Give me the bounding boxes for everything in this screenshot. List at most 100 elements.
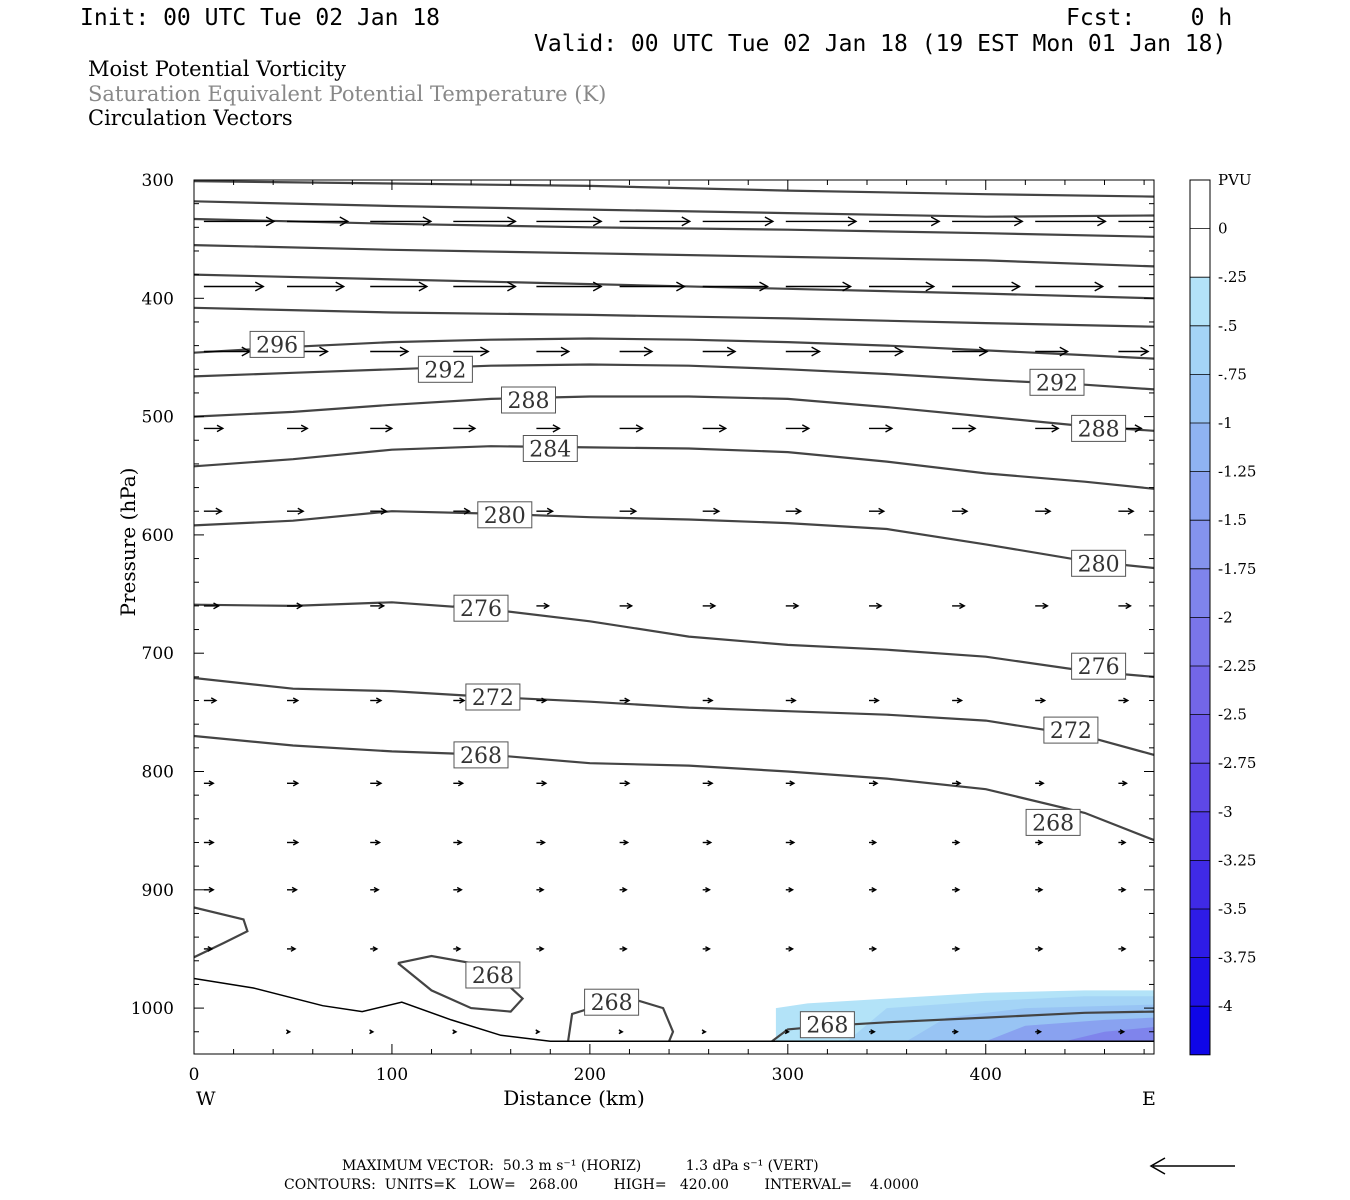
y-tick-label: 800 (142, 763, 174, 783)
colorbar-label: -2.25 (1218, 657, 1256, 675)
circulation-vector-head (1037, 886, 1044, 893)
x-end-label-west: W (196, 1088, 216, 1110)
contour-label: 268 (591, 991, 633, 1016)
colorbar-label: -3.75 (1218, 949, 1256, 967)
circulation-vector-head (623, 839, 630, 846)
circulation-vector-head (959, 602, 966, 610)
colorbar-label: -2.75 (1218, 754, 1256, 772)
circulation-vector-head (208, 780, 215, 787)
circulation-vector-head (894, 346, 905, 357)
circulation-vector-head (705, 946, 711, 952)
circulation-vector-head (1051, 424, 1060, 433)
circulation-vector-head (705, 886, 711, 893)
circulation-vector-head (709, 602, 717, 610)
contour-label-box (1025, 808, 1081, 836)
contour-label-box (584, 988, 640, 1016)
circulation-vector-head (457, 780, 465, 787)
contour-label: 272 (1050, 719, 1092, 744)
colorbar-cell (1190, 860, 1210, 909)
circulation-vector-head (1120, 886, 1127, 893)
circulation-vector-head (954, 886, 961, 893)
circulation-vector-head (764, 216, 775, 227)
contour-label-box (249, 330, 305, 358)
circulation-vector-head (372, 946, 379, 952)
contour-label-box (453, 741, 509, 769)
init-time: Init: 00 UTC Tue 02 Jan 18 (80, 5, 441, 31)
colorbar-label: -.5 (1218, 317, 1237, 335)
contour-label: 268 (806, 1014, 848, 1039)
circulation-vector-head (681, 216, 692, 227)
circulation-vector-head (459, 697, 466, 704)
contour-label: 292 (1036, 371, 1078, 396)
circulation-vector-head (374, 839, 382, 846)
max-vector-text: MAXIMUM VECTOR: 50.3 m s⁻¹ (HORIZ) 1.3 d… (342, 1158, 819, 1174)
circulation-vector-head (418, 281, 429, 292)
circulation-vector-head (1123, 697, 1130, 704)
circulation-vector-head (1097, 216, 1107, 227)
circulation-vector-head (718, 424, 728, 433)
circulation-vector-head (285, 1029, 292, 1035)
colorbar-cell (1190, 423, 1210, 472)
circulation-vector-head (1011, 281, 1022, 292)
circulation-vector-head (292, 839, 300, 846)
theta-es-contour-320 (194, 180, 1154, 198)
circulation-vector-head (538, 886, 545, 893)
circulation-vector-head (1181, 217, 1189, 226)
circulation-vector-head (968, 424, 977, 433)
circulation-vector-head (373, 886, 380, 893)
circulation-vector-head (207, 945, 214, 952)
colorbar-cell (1190, 811, 1210, 861)
circulation-vector-head (335, 281, 346, 292)
circulation-vector-head (375, 780, 383, 787)
colorbar-label: -1.75 (1218, 560, 1256, 578)
circulation-vector-head (339, 216, 350, 227)
circulation-vector-head (560, 346, 571, 357)
circulation-vector-head (925, 281, 936, 292)
circulation-vector-head (643, 346, 654, 357)
theta-es-closed-contour (771, 1010, 1154, 1043)
colorbar-label: -1 (1218, 414, 1233, 432)
circulation-vector-head (538, 946, 545, 952)
contour-label: 288 (508, 389, 550, 414)
colorbar-label: -.75 (1218, 365, 1247, 383)
circulation-vector-head (871, 839, 878, 846)
title-theta-es: Saturation Equivalent Potential Temperat… (88, 82, 607, 106)
contour-label-box (799, 1011, 855, 1039)
circulation-vector-head (811, 346, 822, 357)
contour-label-box (465, 961, 521, 989)
theta-es-contour-296 (194, 337, 1154, 360)
circulation-vector-head (792, 602, 800, 610)
contour-label: 268 (460, 744, 502, 769)
y-tick-label: 700 (142, 644, 174, 664)
theta-es-contour-288 (194, 395, 1154, 432)
circulation-vector-head (292, 780, 300, 787)
theta-es-closed-contour (397, 954, 525, 1013)
colorbar-label: -3.25 (1218, 851, 1256, 869)
colorbar-label: -2.5 (1218, 706, 1247, 724)
circulation-vector-head (707, 697, 714, 704)
theta-es-closed-contour (567, 999, 675, 1042)
circulation-vector-head (726, 346, 737, 357)
contour-label-box (522, 435, 578, 462)
circulation-vector-head (456, 839, 463, 846)
contours-info-text: CONTOURS: UNITS=K LOW= 268.00 HIGH= 420.… (284, 1177, 919, 1193)
circulation-vector-head (635, 424, 644, 433)
circulation-vector-head (930, 216, 941, 227)
title-pv: Moist Potential Vorticity (88, 57, 346, 81)
colorbar-cell (1190, 957, 1210, 1007)
circulation-vector-head (759, 281, 769, 292)
x-tick-label: 400 (970, 1065, 1002, 1085)
colorbar-label: -2 (1218, 608, 1233, 626)
colorbar-label: -3 (1218, 803, 1233, 821)
circulation-vector-head (292, 697, 300, 704)
circulation-vector-head (297, 507, 305, 515)
circulation-vector-head (618, 1029, 624, 1035)
theta-es-contour-308 (194, 244, 1154, 268)
colorbar-cell (1190, 568, 1210, 618)
circulation-vector-head (788, 946, 795, 952)
colorbar-label: -4 (1218, 997, 1233, 1015)
circulation-vector-head (215, 507, 223, 515)
colorbar-cell (1190, 714, 1210, 764)
circulation-vector-head (953, 1029, 959, 1035)
